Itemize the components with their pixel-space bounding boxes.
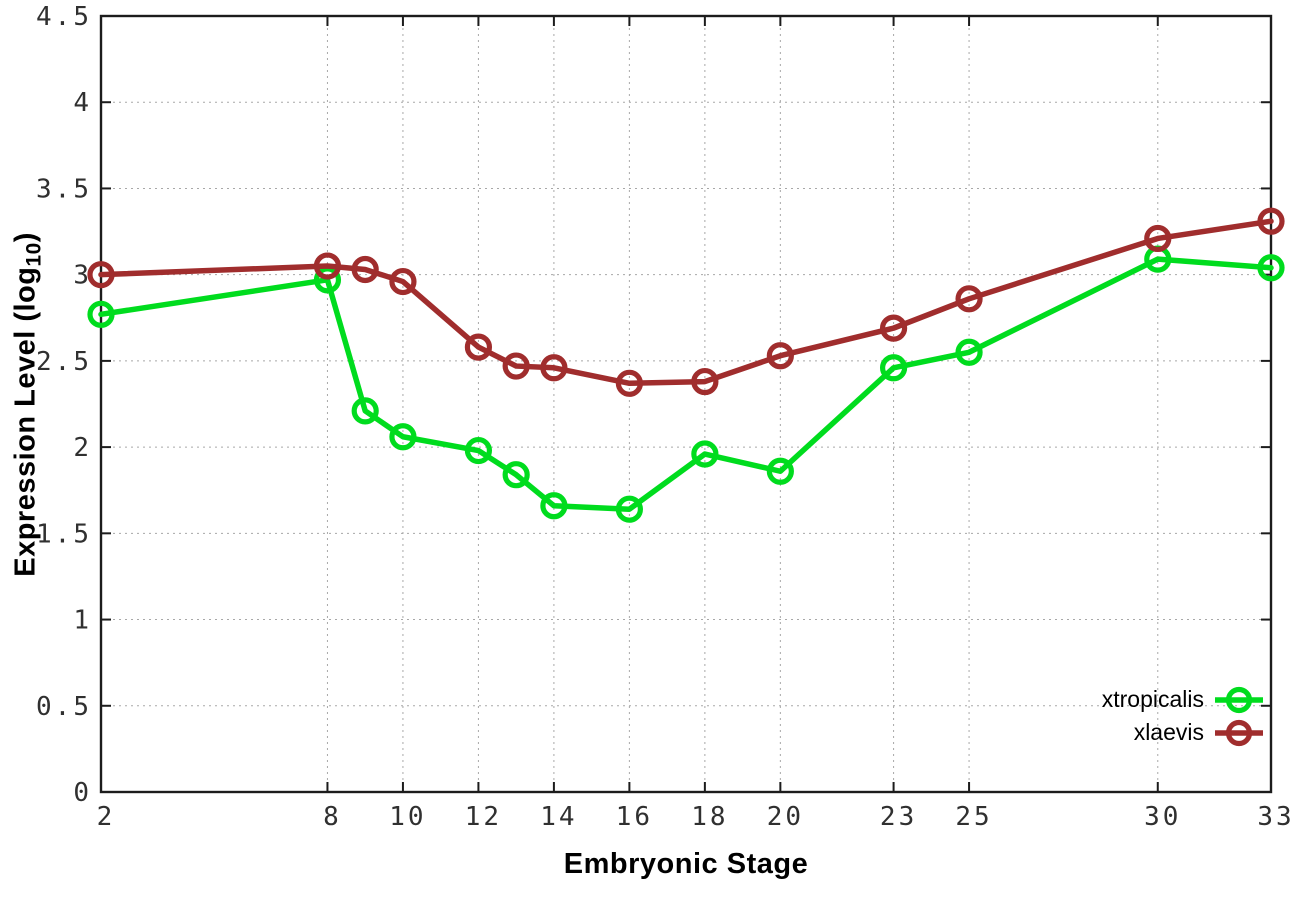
x-tick-label: 14	[540, 802, 577, 832]
data-point-marker	[615, 369, 643, 397]
data-point-marker	[1257, 254, 1285, 282]
x-axis-title: Embryonic Stage	[563, 848, 809, 880]
y-tick-label: 4	[73, 88, 92, 118]
data-point-marker	[502, 352, 530, 380]
x-tick-label: 25	[955, 802, 992, 832]
legend: xtropicalis xlaevis	[1102, 683, 1264, 749]
data-point-marker	[879, 314, 908, 342]
data-point-marker	[464, 333, 493, 361]
x-tick-label: 18	[691, 802, 728, 832]
data-point-marker	[351, 397, 379, 425]
y-tick-label: 3.5	[36, 174, 92, 204]
legend-circle-sample	[1225, 686, 1253, 713]
data-point-marker	[879, 354, 908, 382]
x-tick-labels: 2 8 10 12 14 16 18 20 23 25 30 33	[97, 802, 1294, 832]
grid-lines	[100, 15, 1272, 793]
x-tick-label: 12	[465, 802, 502, 832]
y-tick-label: 0.5	[36, 692, 92, 722]
y-tick-label: 1	[73, 606, 92, 636]
series-xlaevis	[87, 207, 1285, 397]
data-point-marker	[351, 255, 379, 284]
data-point-marker	[502, 461, 530, 489]
y-tick-labels: 0 0.5 1 1.5 2 2.5 3 3.5 4 4.5	[36, 2, 92, 808]
legend-circle-sample	[1225, 719, 1253, 746]
data-point-marker	[313, 252, 342, 280]
x-tick-label: 20	[767, 802, 804, 832]
data-point-marker	[1257, 207, 1285, 235]
data-point-marker	[955, 285, 983, 313]
legend-marker-icon	[1215, 686, 1263, 713]
data-point-marker	[540, 354, 568, 382]
data-point-marker	[313, 266, 342, 294]
data-point-marker	[540, 492, 568, 520]
data-point-marker	[389, 267, 417, 296]
y-tick-label: 3	[73, 261, 92, 291]
data-point-marker	[955, 338, 983, 366]
x-tick-label: 30	[1144, 802, 1181, 832]
x-tick-label: 10	[389, 802, 426, 832]
data-point-marker	[87, 261, 115, 289]
y-axis-title-suffix: )	[9, 232, 42, 243]
y-axis-title-subscript: 10	[22, 242, 46, 267]
data-point-marker	[766, 342, 794, 370]
legend-item-xtropicalis: xtropicalis	[1102, 683, 1264, 716]
y-tick-label: 4.5	[36, 2, 92, 32]
legend-label: xlaevis	[1133, 719, 1204, 745]
legend-marker-icon	[1215, 719, 1263, 746]
data-point-marker	[1144, 224, 1172, 253]
data-point-marker	[615, 495, 643, 523]
legend-item-xlaevis: xlaevis	[1134, 716, 1264, 749]
y-tick-label: 2.5	[36, 347, 92, 377]
x-tick-label: 8	[323, 802, 342, 832]
tick-marks	[100, 15, 1272, 793]
series-xtropicalis	[87, 245, 1285, 523]
x-tick-label: 23	[880, 802, 917, 832]
y-tick-label: 0	[73, 778, 92, 808]
data-point-marker	[691, 367, 719, 396]
y-axis-title: Expression Level (log10)	[10, 104, 47, 704]
y-tick-label: 1.5	[36, 519, 92, 549]
y-tick-label: 2	[73, 433, 92, 463]
data-point-marker	[464, 436, 493, 465]
series-line-xlaevis	[98, 218, 1274, 387]
legend-label: xtropicalis	[1101, 686, 1204, 712]
plot-border	[99, 14, 1273, 794]
y-axis-title-text: Expression Level (log	[9, 266, 42, 577]
data-point-marker	[389, 423, 417, 451]
x-tick-label: 33	[1257, 802, 1294, 832]
data-point-marker	[766, 457, 794, 485]
data-point-marker	[691, 440, 719, 468]
x-tick-label: 2	[97, 802, 116, 832]
data-point-marker	[87, 300, 115, 328]
x-tick-label: 16	[616, 802, 653, 832]
